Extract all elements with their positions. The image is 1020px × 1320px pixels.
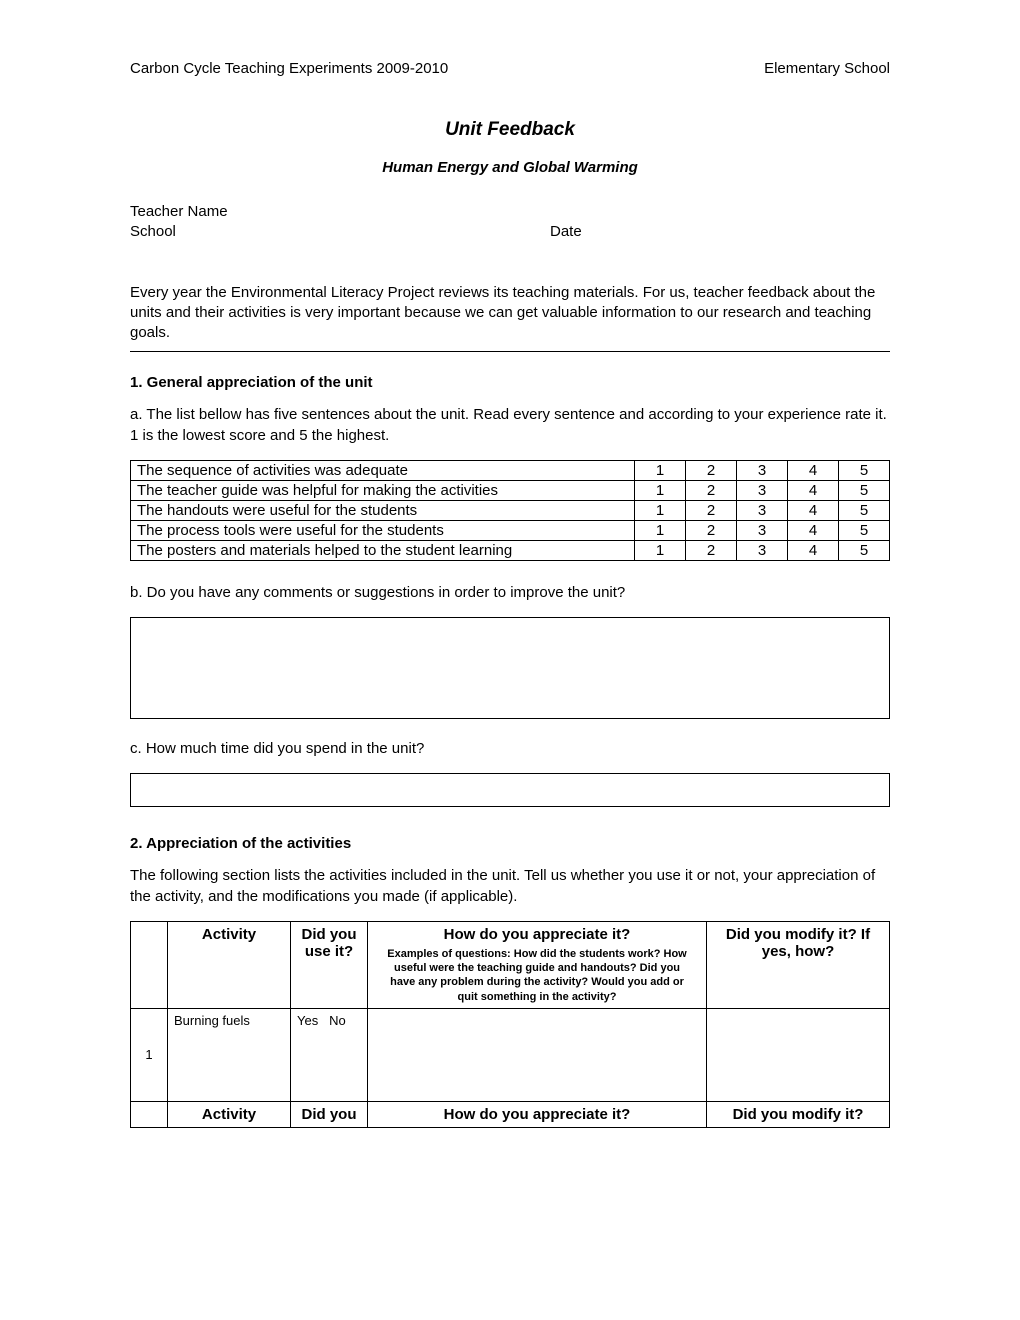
intro-text: Every year the Environmental Literacy Pr… [130, 283, 890, 344]
rating-table: The sequence of activities was adequate … [130, 460, 890, 561]
section2-title: 2. Appreciation of the activities [130, 835, 890, 852]
rating-option[interactable]: 3 [737, 460, 788, 480]
rating-option[interactable]: 5 [839, 540, 890, 560]
section1-c-text: c. How much time did you spend in the un… [130, 739, 890, 759]
rating-option[interactable]: 1 [635, 480, 686, 500]
rating-statement: The process tools were useful for the st… [131, 520, 635, 540]
rating-option[interactable]: 5 [839, 520, 890, 540]
header-right: Elementary School [764, 60, 890, 77]
rating-option[interactable]: 1 [635, 520, 686, 540]
footer-blank [131, 1101, 168, 1127]
rating-option[interactable]: 5 [839, 480, 890, 500]
footer-modify: Did you modify it? [707, 1101, 890, 1127]
table-row: The process tools were useful for the st… [131, 520, 890, 540]
rating-statement: The sequence of activities was adequate [131, 460, 635, 480]
header-modify-label: Did you modify it? If yes, how? [726, 926, 870, 960]
rating-option[interactable]: 1 [635, 460, 686, 480]
use-no-option[interactable]: No [329, 1013, 346, 1028]
header-blank [131, 921, 168, 1008]
section2-intro: The following section lists the activiti… [130, 866, 890, 907]
section1-title: 1. General appreciation of the unit [130, 374, 890, 391]
page: Carbon Cycle Teaching Experiments 2009-2… [0, 0, 1020, 1320]
rating-option[interactable]: 1 [635, 540, 686, 560]
activities-table: Activity Did you use it? How do you appr… [130, 921, 890, 1128]
rating-option[interactable]: 4 [788, 460, 839, 480]
footer-activity: Activity [168, 1101, 291, 1127]
header-use-label: Did you use it? [302, 926, 357, 960]
use-yes-option[interactable]: Yes [297, 1013, 318, 1028]
header-activity-label: Activity [202, 926, 256, 943]
teacher-name-label: Teacher Name [130, 202, 890, 222]
rating-option[interactable]: 4 [788, 520, 839, 540]
section1-a-text: a. The list bellow has five sentences ab… [130, 405, 890, 446]
header-modify: Did you modify it? If yes, how? [707, 921, 890, 1008]
rating-option[interactable]: 5 [839, 460, 890, 480]
rating-option[interactable]: 4 [788, 540, 839, 560]
footer-use-label: Did you [302, 1106, 357, 1123]
time-input-box[interactable] [130, 773, 890, 807]
page-subtitle: Human Energy and Global Warming [130, 159, 890, 176]
header-appreciate-label: How do you appreciate it? [444, 926, 631, 943]
rating-option[interactable]: 5 [839, 500, 890, 520]
modify-input[interactable] [707, 1008, 890, 1101]
section1-b-text: b. Do you have any comments or suggestio… [130, 583, 890, 603]
activity-number: 1 [131, 1008, 168, 1101]
table-row: The posters and materials helped to the … [131, 540, 890, 560]
rating-option[interactable]: 2 [686, 500, 737, 520]
rating-option[interactable]: 4 [788, 480, 839, 500]
table-row: The handouts were useful for the student… [131, 500, 890, 520]
footer-modify-label: Did you modify it? [733, 1106, 864, 1123]
table-footer-row: Activity Did you How do you appreciate i… [131, 1101, 890, 1127]
rating-option[interactable]: 3 [737, 500, 788, 520]
page-title: Unit Feedback [130, 119, 890, 141]
rating-option[interactable]: 2 [686, 460, 737, 480]
header-appreciate: How do you appreciate it? Examples of qu… [368, 921, 707, 1008]
footer-appreciate: How do you appreciate it? [368, 1101, 707, 1127]
footer-use: Did you [291, 1101, 368, 1127]
header-appreciate-sub: Examples of questions: How did the stude… [374, 947, 700, 1004]
activity-name: Burning fuels [168, 1008, 291, 1101]
footer-appreciate-label: How do you appreciate it? [444, 1106, 631, 1123]
rating-option[interactable]: 3 [737, 540, 788, 560]
header-use: Did you use it? [291, 921, 368, 1008]
rating-statement: The handouts were useful for the student… [131, 500, 635, 520]
rating-option[interactable]: 1 [635, 500, 686, 520]
meta-block: Teacher Name School Date [130, 202, 890, 243]
comments-input-box[interactable] [130, 617, 890, 719]
table-row: The teacher guide was helpful for making… [131, 480, 890, 500]
activity-row: 1 Burning fuels Yes No [131, 1008, 890, 1101]
rating-statement: The teacher guide was helpful for making… [131, 480, 635, 500]
date-label: Date [550, 222, 582, 242]
footer-activity-label: Activity [202, 1106, 256, 1123]
header-activity: Activity [168, 921, 291, 1008]
rating-option[interactable]: 3 [737, 480, 788, 500]
rating-option[interactable]: 4 [788, 500, 839, 520]
rating-option[interactable]: 3 [737, 520, 788, 540]
page-header: Carbon Cycle Teaching Experiments 2009-2… [130, 60, 890, 77]
table-header-row: Activity Did you use it? How do you appr… [131, 921, 890, 1008]
appreciate-input[interactable] [368, 1008, 707, 1101]
rating-option[interactable]: 2 [686, 480, 737, 500]
rating-option[interactable]: 2 [686, 520, 737, 540]
rating-statement: The posters and materials helped to the … [131, 540, 635, 560]
rating-option[interactable]: 2 [686, 540, 737, 560]
divider [130, 351, 890, 352]
school-label: School [130, 222, 550, 242]
table-row: The sequence of activities was adequate … [131, 460, 890, 480]
header-left: Carbon Cycle Teaching Experiments 2009-2… [130, 60, 448, 77]
